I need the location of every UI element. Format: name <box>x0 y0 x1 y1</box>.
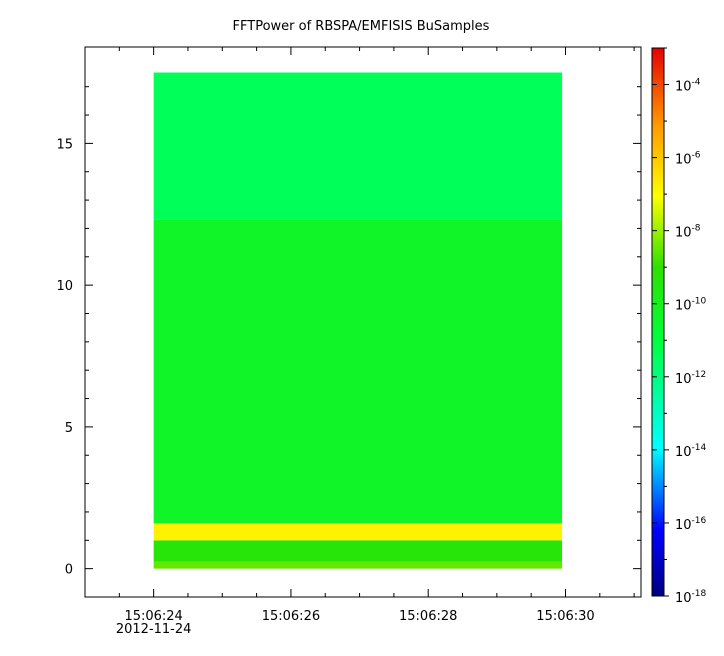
x-tick-label: 15:06:26 <box>262 609 320 624</box>
x-tick-label: 15:06:28 <box>399 609 457 624</box>
heatmap <box>153 72 563 569</box>
colorbar-tick-label: 10-4 <box>675 78 701 95</box>
y-axis: 0 5 10 15 <box>56 86 641 578</box>
x-tick-label: 15:06:30 <box>536 609 594 624</box>
colorbar-tick-label: 10-16 <box>675 516 707 533</box>
x-tick-label: 15:06:24 <box>124 609 182 624</box>
colorbar-tick-label: 10-14 <box>675 443 707 460</box>
y-tick-label: 15 <box>56 137 73 152</box>
chart-title: FFTPower of RBSPA/EMFISIS BuSamples <box>233 19 490 34</box>
heatmap-band-2 <box>153 523 563 541</box>
colorbar <box>651 47 665 597</box>
heatmap-band-1 <box>153 540 563 562</box>
heatmap-band-4 <box>153 72 563 220</box>
x-tick-sublabel: 2012-11-24 <box>116 622 192 637</box>
colorbar-tick-label: 10-18 <box>675 589 707 606</box>
colorbar-tick-label: 10-10 <box>675 297 707 314</box>
heatmap-band-0 <box>153 561 563 569</box>
colorbar-axis: 10-18 10-16 10-14 10-12 10-10 10-8 10-6 10-4 <box>652 47 707 606</box>
colorbar-tick-label: 10-6 <box>675 151 701 168</box>
y-tick-label: 0 <box>65 563 73 578</box>
y-tick-label: 5 <box>65 421 73 436</box>
colorbar-tick-label: 10-12 <box>675 370 706 387</box>
colorbar-tick-label: 10-8 <box>675 224 701 241</box>
heatmap-band-3 <box>153 219 563 524</box>
y-tick-label: 10 <box>56 279 73 294</box>
